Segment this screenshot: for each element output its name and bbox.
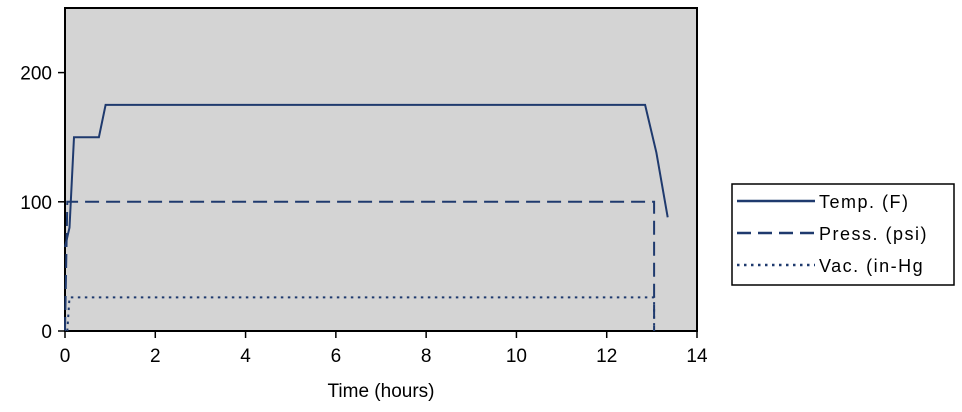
- series-line-0: [64, 103, 669, 248]
- x-tick-label: 0: [60, 346, 71, 367]
- x-tick-label: 2: [150, 346, 161, 367]
- x-tick-label: 8: [421, 346, 432, 367]
- x-tick-label: 12: [596, 346, 617, 367]
- x-tick-label: 14: [686, 346, 708, 367]
- plot-area: [64, 7, 698, 332]
- x-tick-label: 4: [240, 346, 251, 367]
- legend-label-1: Press. (psi): [819, 224, 928, 244]
- x-axis: 0 2 4 6 8 10 12 14: [60, 331, 708, 367]
- x-axis-title: Time (hours): [328, 381, 435, 402]
- series-line-1: [64, 200, 656, 332]
- x-tick-label: 10: [506, 346, 527, 367]
- y-tick-label: 200: [20, 64, 52, 85]
- legend-label-0: Temp. (F): [819, 192, 910, 212]
- x-tick-label: 6: [331, 346, 342, 367]
- y-tick-label: 100: [20, 193, 52, 214]
- legend: Temp. (F) Press. (psi) Vac. (in-Hg: [731, 183, 955, 286]
- legend-label-2: Vac. (in-Hg: [819, 256, 924, 276]
- series-lines: [64, 103, 669, 332]
- y-axis: 0 100 200: [20, 64, 65, 343]
- y-tick-label: 0: [41, 322, 52, 343]
